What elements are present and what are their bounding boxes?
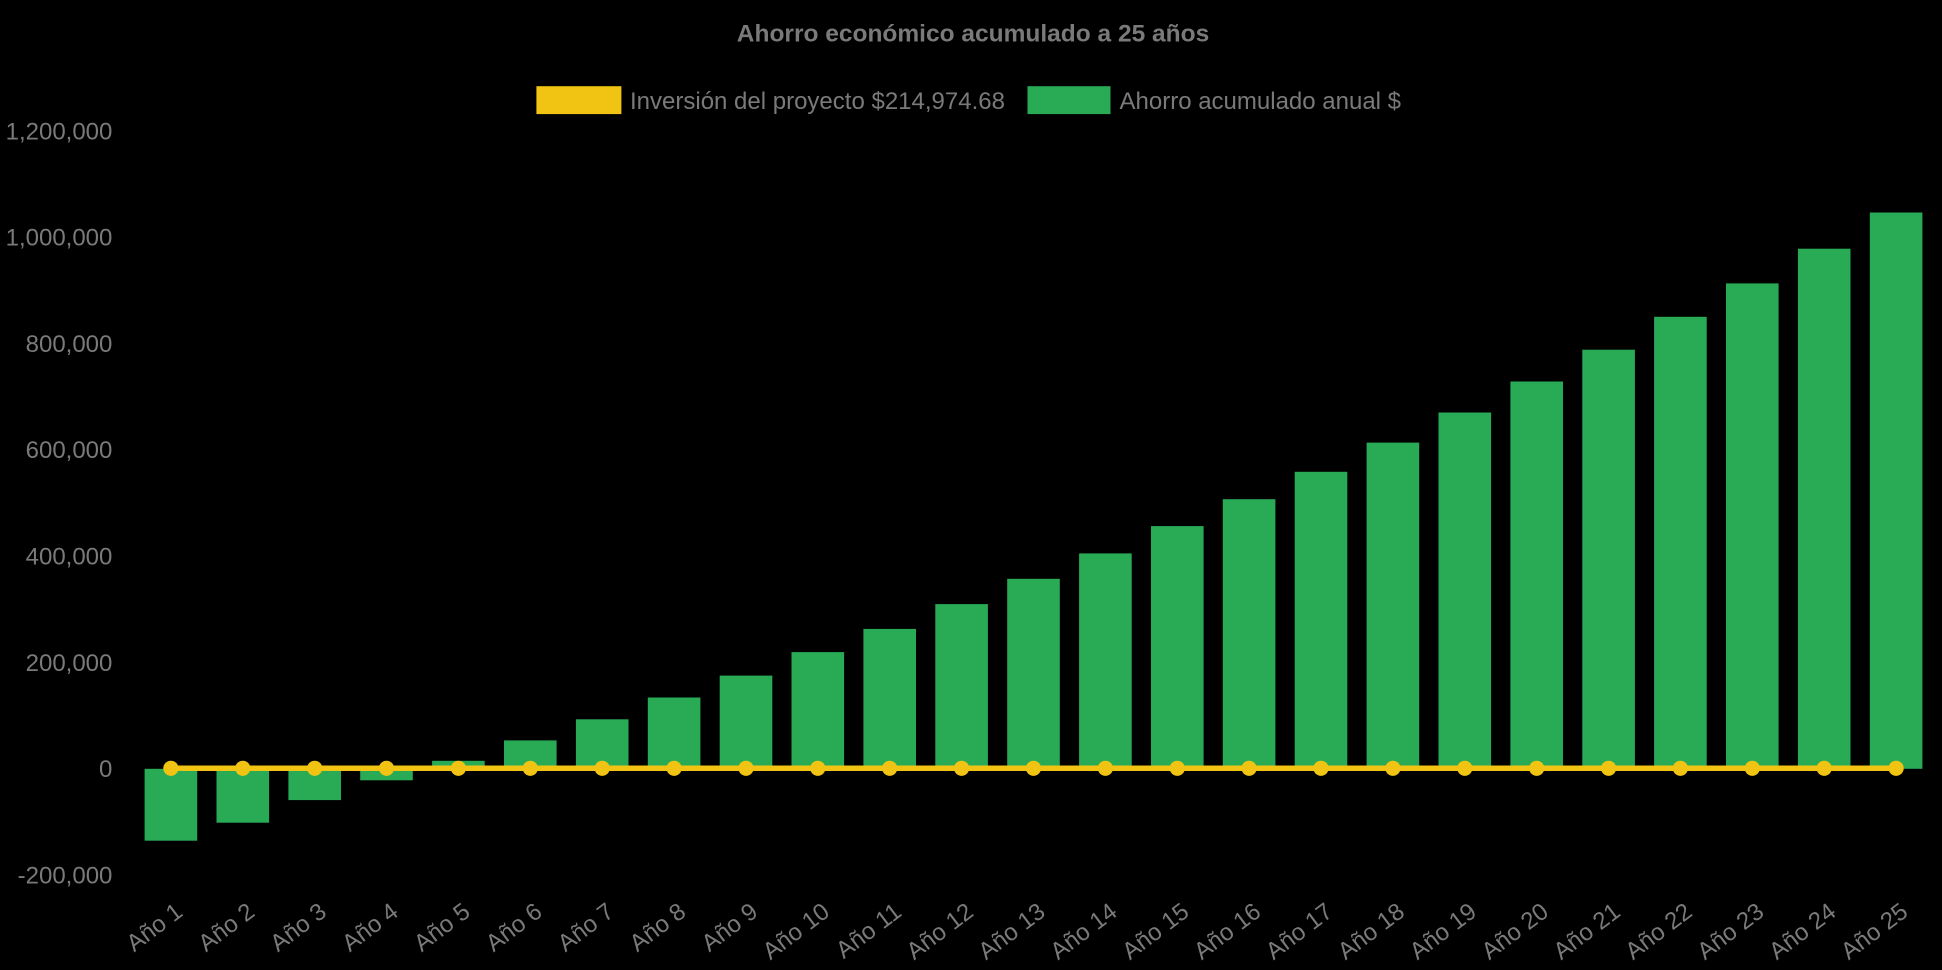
svg-text:600,000: 600,000 bbox=[26, 437, 113, 464]
svg-text:-200,000: -200,000 bbox=[18, 862, 113, 889]
svg-text:1,000,000: 1,000,000 bbox=[6, 225, 113, 252]
svg-text:0: 0 bbox=[99, 756, 112, 783]
svg-text:400,000: 400,000 bbox=[26, 544, 113, 571]
svg-text:200,000: 200,000 bbox=[26, 650, 113, 677]
svg-text:1,200,000: 1,200,000 bbox=[6, 118, 113, 145]
svg-text:Inversión del proyecto $214,97: Inversión del proyecto $214,974.68 bbox=[630, 88, 1005, 115]
svg-text:Ahorro acumulado anual $: Ahorro acumulado anual $ bbox=[1120, 88, 1402, 115]
svg-text:Ahorro económico acumulado a 2: Ahorro económico acumulado a 25 años bbox=[737, 21, 1209, 48]
svg-text:800,000: 800,000 bbox=[26, 331, 113, 358]
